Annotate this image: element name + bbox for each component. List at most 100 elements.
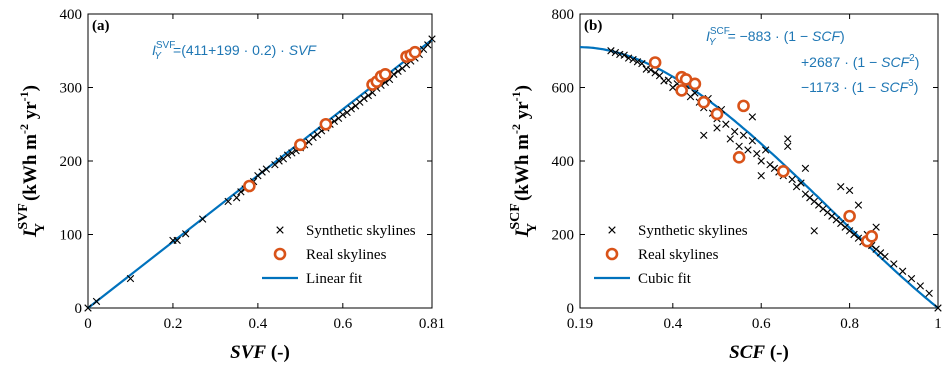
real-point [843, 209, 856, 223]
y-axis-label-units-end: ) [20, 85, 41, 91]
synthetic-point [881, 252, 889, 261]
eq-part3: −1173 · (1 − [801, 79, 880, 95]
legend-fit-label: Linear fit [306, 271, 363, 287]
synthetic-point [224, 197, 232, 206]
synthetic-point [788, 175, 796, 184]
fit-equation-line-2: +2687 · (1 − SCF2) [801, 53, 919, 70]
synthetic-point [651, 69, 659, 77]
eq-sub: Y [154, 51, 162, 62]
synthetic-point [629, 55, 637, 64]
x-tick-label: 0.6 [752, 316, 771, 332]
synthetic-point [739, 131, 748, 139]
synthetic-point [633, 58, 642, 66]
legend-synthetic-marker [276, 226, 284, 234]
y-axis-label-main: I [20, 229, 41, 238]
real-point [648, 56, 662, 69]
synthetic-point [198, 215, 207, 223]
synthetic-point [347, 105, 355, 113]
y-tick-label: 800 [552, 7, 575, 23]
y-axis-label-units: (kWh m [512, 134, 533, 201]
real-point [737, 99, 750, 113]
synthetic-point [611, 48, 620, 57]
x-tick-label: 0.8 [840, 316, 859, 332]
synthetic-point [84, 304, 92, 312]
synthetic-point [309, 133, 317, 142]
x-tick-label: 0.81 [419, 316, 445, 332]
real-point [777, 164, 790, 178]
synthetic-point [237, 188, 245, 196]
y-tick-label: 0 [567, 301, 575, 317]
real-point [675, 84, 688, 97]
synthetic-point [761, 146, 770, 154]
eq-close: ) [915, 54, 920, 70]
synthetic-point [232, 194, 241, 202]
x-tick-label: 0.6 [333, 316, 352, 332]
synthetic-point [744, 146, 752, 154]
synthetic-point [126, 274, 135, 283]
real-point [732, 151, 746, 164]
synthetic-point [275, 157, 283, 165]
x-tick-label: 1 [934, 316, 942, 332]
x-axis-label-unit: (-) [765, 342, 789, 363]
real-point [688, 77, 702, 91]
eq-var: SCF [812, 28, 841, 44]
y-axis-label-units-mid: yr [20, 101, 41, 124]
synthetic-point [92, 297, 101, 306]
legend-real-marker [605, 247, 619, 261]
legend-synthetic-label: Synthetic skylines [638, 223, 748, 239]
synthetic-point [890, 260, 898, 268]
synthetic-point [784, 142, 792, 150]
panel-label: (b) [584, 18, 602, 34]
y-axis-label-units-mid: yr [512, 101, 533, 124]
eq-var: SCF [881, 54, 910, 70]
eq-I: I [706, 28, 710, 44]
x-tick-label: 0.4 [249, 316, 268, 332]
eq-var: SCF [880, 79, 909, 95]
synthetic-point [713, 124, 721, 132]
synthetic-point [258, 168, 266, 176]
y-tick-label: 400 [552, 154, 575, 170]
legend-real-marker [273, 247, 287, 261]
synthetic-point [898, 267, 907, 275]
eq-sup: SVF [156, 40, 175, 51]
y-tick-label: 100 [60, 228, 83, 244]
legend-synthetic-marker [608, 226, 616, 234]
y-axis-label-main: I [512, 229, 533, 238]
synthetic-point [390, 70, 398, 78]
eq-I: I [152, 42, 156, 58]
real-point [865, 230, 879, 243]
fit-equation-line-3: −1173 · (1 − SCF3) [801, 78, 918, 95]
legend-fit-label: Cubic fit [638, 271, 692, 287]
synthetic-point [181, 230, 190, 238]
fit-equation: ISVF Y =(411+199 · 0.2) · SVF [152, 40, 317, 62]
x-axis-label: SCF (-) [729, 342, 789, 363]
x-axis-label-unit: (-) [266, 342, 290, 363]
synthetic-point [262, 165, 271, 173]
synthetic-point [748, 137, 757, 145]
real-point [710, 107, 724, 121]
y-axis-label-units-exp1: -2 [509, 124, 523, 134]
synthetic-point [424, 41, 432, 49]
y-axis-label-units: (kWh m [20, 134, 41, 201]
real-point [294, 138, 307, 152]
y-axis-label-sup: SVF [16, 203, 31, 229]
fit-equation-line-1: ISCF Y = −883 · (1 − SCF) [706, 26, 845, 48]
eq-exp: 3 [908, 78, 914, 89]
y-axis-label-units-end: ) [512, 85, 533, 91]
synthetic-point [700, 131, 708, 139]
synthetic-point [364, 91, 372, 100]
synthetic-point [757, 172, 765, 180]
synthetic-point [854, 201, 863, 209]
plot-area-box [87, 13, 433, 309]
y-tick-label: 400 [60, 7, 83, 23]
synthetic-point [845, 186, 854, 195]
y-axis-label-units-exp2: -1 [17, 91, 31, 101]
x-tick-label: 0 [84, 316, 92, 332]
real-point [378, 67, 392, 81]
y-axis-label-sub: Y [525, 223, 540, 233]
eq-sup: SCF [710, 26, 730, 37]
y-axis-label-units-exp1: -2 [17, 124, 31, 134]
synthetic-point [288, 149, 296, 157]
synthetic-point [620, 51, 628, 59]
